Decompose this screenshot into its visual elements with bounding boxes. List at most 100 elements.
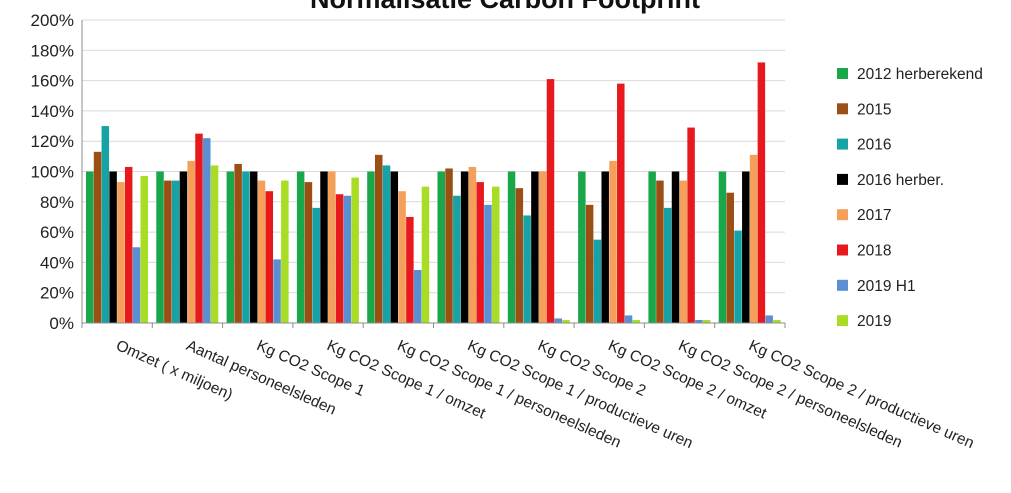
bar	[413, 269, 422, 323]
bar	[656, 180, 664, 323]
bars	[86, 62, 781, 324]
bar	[124, 166, 133, 323]
bar	[617, 83, 625, 323]
y-tick-label: 160%	[31, 72, 74, 91]
bar	[734, 230, 742, 323]
bar	[406, 216, 414, 323]
legend-swatch	[837, 173, 848, 185]
bar	[374, 154, 383, 323]
bar	[273, 259, 281, 323]
legend-label: 2017	[857, 207, 891, 224]
bar	[453, 195, 461, 323]
legend-label: 2019 H1	[857, 278, 916, 295]
legend-label: 2016	[857, 137, 891, 154]
legend-swatch	[837, 315, 848, 327]
bar	[164, 180, 172, 323]
legend-swatch	[837, 209, 848, 221]
bar	[468, 166, 477, 323]
legend-label: 2019	[857, 313, 891, 330]
bar	[609, 160, 617, 323]
bar	[187, 160, 195, 323]
y-tick-label: 120%	[31, 132, 74, 151]
bar	[484, 204, 492, 323]
bar	[117, 182, 125, 323]
bar	[773, 319, 781, 323]
bar	[382, 165, 391, 323]
bar	[328, 171, 336, 323]
bar	[702, 319, 711, 323]
bar	[320, 171, 328, 323]
bar	[632, 319, 641, 323]
bar	[203, 138, 211, 323]
bar	[585, 204, 594, 323]
bar	[390, 171, 399, 323]
y-tick-label: 60%	[40, 223, 74, 242]
bar	[562, 319, 570, 323]
bar	[171, 180, 180, 323]
bar	[726, 192, 734, 323]
bar	[757, 62, 766, 324]
bar	[195, 133, 203, 324]
bar	[101, 126, 110, 323]
bar	[695, 319, 703, 323]
bar	[304, 182, 313, 323]
bar	[265, 191, 274, 323]
bar	[554, 318, 563, 323]
bar	[601, 171, 609, 323]
legend-label: 2015	[857, 101, 891, 118]
bar	[765, 315, 773, 323]
legend-swatch	[837, 138, 848, 150]
bar	[109, 171, 117, 323]
bar	[531, 171, 539, 323]
axes	[81, 20, 786, 328]
bar	[742, 171, 750, 323]
bar	[749, 154, 758, 323]
legend-swatch	[837, 244, 848, 256]
y-tick-label: 100%	[31, 163, 74, 182]
bar	[718, 171, 727, 323]
chart-title: Normalisatie Carbon Footprint	[310, 0, 700, 14]
legend-swatch	[837, 68, 848, 79]
bar	[476, 182, 484, 323]
bar	[624, 315, 633, 323]
legend-swatch	[837, 279, 848, 291]
bar	[593, 239, 602, 323]
bar	[242, 171, 250, 323]
bar	[351, 177, 359, 323]
bar	[671, 171, 680, 323]
legend-swatch	[837, 103, 848, 115]
y-tick-label: 80%	[40, 193, 74, 212]
bar	[437, 171, 445, 323]
y-tick-label: 40%	[40, 253, 74, 272]
legend-label: 2016 herber.	[857, 172, 944, 189]
y-tick-label: 200%	[31, 11, 74, 30]
y-axis-ticks: 0% 20% 40% 60% 80% 100% 120% 140% 160% 180% 200%	[31, 11, 74, 333]
bar	[663, 207, 672, 323]
bar	[445, 168, 453, 323]
bar	[281, 180, 289, 323]
bar	[296, 171, 305, 323]
bar	[546, 79, 555, 323]
bar	[460, 171, 469, 323]
bar	[648, 171, 656, 323]
bar	[679, 180, 688, 323]
bar	[335, 194, 344, 323]
bar	[492, 186, 500, 323]
bar	[86, 171, 94, 323]
y-tick-label: 180%	[31, 41, 74, 60]
y-tick-label: 0%	[49, 314, 74, 333]
bar	[132, 247, 141, 323]
bar	[249, 171, 258, 323]
bar	[687, 127, 695, 323]
bar	[421, 186, 430, 323]
bar	[538, 171, 547, 323]
bar	[398, 191, 406, 323]
bar	[523, 215, 531, 323]
bar	[343, 195, 352, 323]
bar	[312, 207, 320, 323]
bar	[156, 171, 164, 323]
legend: 2012 herberekend 2015 2016 2016 herber. 2017…	[837, 66, 983, 330]
bar	[210, 165, 219, 323]
y-tick-label: 140%	[31, 102, 74, 121]
